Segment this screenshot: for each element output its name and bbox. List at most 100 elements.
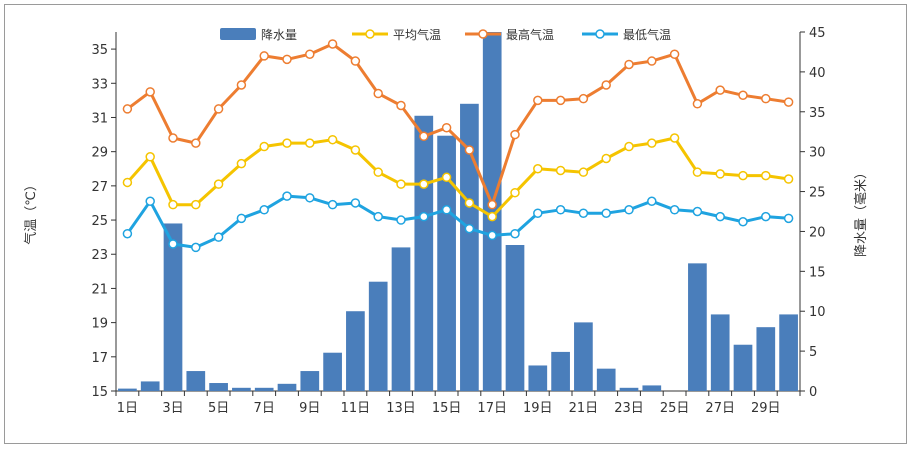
right-axis-tick-label: 20 [809,225,826,240]
right-axis-tick-label: 40 [809,66,826,81]
legend-swatch-bar [220,28,256,40]
precip-bar [574,322,593,391]
series-point-最低气温 [373,211,383,222]
left-axis-tick-label: 19 [91,317,108,332]
legend-label: 最高气温 [506,27,554,42]
series-point-最低气温 [168,239,178,249]
x-axis-tick-label: 29日 [751,401,781,416]
series-point-最低气温 [236,213,247,224]
right-axis-tick-label: 45 [809,26,826,41]
series-point-平均气温 [647,138,657,148]
series-point-平均气温 [464,198,475,208]
series-point-最低气温 [624,205,634,215]
series-point-最高气温 [213,104,224,114]
series-point-平均气温 [305,138,315,148]
left-axis-tick-label: 31 [91,111,108,126]
series-point-平均气温 [350,145,361,155]
series-point-最高气温 [441,122,452,133]
series-point-平均气温 [282,138,292,148]
series-line-最高气温 [126,42,789,207]
series-point-平均气温 [191,199,201,210]
left-axis-tick-label: 33 [91,77,108,92]
chart-frame: 15 17 19 21 23 25 27 29 31 33 35 0 5 10 15 20 25 30 35 40 45… [4,4,907,444]
precip-bar [368,281,388,391]
series-point-最低气温 [533,208,543,218]
series-point-最低气温 [191,242,201,253]
left-axis-tick-label: 29 [91,146,108,161]
left-axis-tick-label: 23 [91,248,108,263]
left-axis-tick-label: 35 [91,43,108,58]
left-axis-tick-label: 25 [91,214,108,229]
precip-bar [414,115,434,392]
legend-swatch-marker [595,29,605,39]
precip-bar [733,344,753,391]
series-point-最高气温 [647,56,657,66]
series-point-最低气温 [761,211,771,222]
precip-bar [505,245,525,391]
right-axis-tick-label: 10 [809,305,826,320]
series-point-平均气温 [213,179,224,189]
series-point-平均气温 [761,170,771,181]
series-point-最低气温 [601,208,611,218]
series-point-最低气温 [464,223,475,234]
x-axis-tick-label: 13日 [386,401,416,416]
precip-bar [596,368,616,391]
series-point-最低气温 [487,230,497,241]
right-axis-tick-label: 25 [809,186,826,201]
x-axis-tick-label: 21日 [569,401,599,416]
series-point-最低气温 [692,206,703,217]
series-point-最高气温 [327,39,338,49]
x-axis-tick-label: 25日 [660,401,690,416]
precip-bar [642,385,662,391]
series-point-最高气温 [396,100,406,111]
precip-bar [688,263,707,391]
series-point-最低气温 [213,232,224,242]
x-axis-tick-label: 17日 [477,401,507,416]
series-point-最高气温 [738,90,748,101]
left-axis-tick-label: 27 [91,180,108,195]
series-point-平均气温 [692,167,703,177]
series-point-平均气温 [555,165,566,176]
precip-bar [528,365,548,391]
right-axis-tick-label: 5 [809,345,817,360]
series-point-最低气温 [145,196,155,206]
series-point-平均气温 [259,141,269,152]
precip-bar [277,383,297,391]
series-point-最高气温 [692,99,703,109]
series-point-最低气温 [441,205,452,215]
precip-bar [482,32,502,391]
series-point-平均气温 [168,199,178,210]
x-axis-tick-label: 3日 [162,401,183,416]
series-point-最高气温 [236,80,247,90]
series-point-最高气温 [191,138,201,148]
series-point-最高气温 [122,104,133,114]
series-point-平均气温 [533,164,543,174]
series-point-平均气温 [624,141,634,152]
series-point-最低气温 [510,228,520,239]
series-point-平均气温 [601,153,611,164]
precip-bar [460,103,479,392]
series-point-平均气温 [510,187,520,198]
series-point-最低气温 [350,198,361,208]
precip-bar [209,383,228,391]
left-axis-tick-label: 15 [91,385,108,400]
x-axis-tick-label: 27日 [705,401,735,416]
series-point-最低气温 [647,196,657,206]
left-axis-title: 气温（℃） [23,178,39,245]
series-point-最低气温 [259,205,269,215]
series-point-最高气温 [350,56,361,66]
left-axis-tick-label: 17 [91,351,108,366]
series-point-最低气温 [578,208,589,218]
right-axis-tick-label: 30 [809,146,826,161]
axes-layer: 15 17 19 21 23 25 27 29 31 33 35 0 5 10 15 20 25 30 35 40 45… [23,26,869,416]
series-point-最高气温 [487,199,497,210]
combo-chart: 15 17 19 21 23 25 27 29 31 33 35 0 5 10 15 20 25 30 35 40 45… [23,26,869,416]
series-point-最低气温 [738,217,748,227]
series-point-平均气温 [738,170,748,181]
series-point-最高气温 [761,93,771,104]
series-point-最高气温 [669,49,680,59]
series-point-最低气温 [305,193,315,203]
precip-bar [300,371,320,391]
series-point-平均气温 [578,167,589,177]
legend-label: 平均气温 [393,27,441,42]
